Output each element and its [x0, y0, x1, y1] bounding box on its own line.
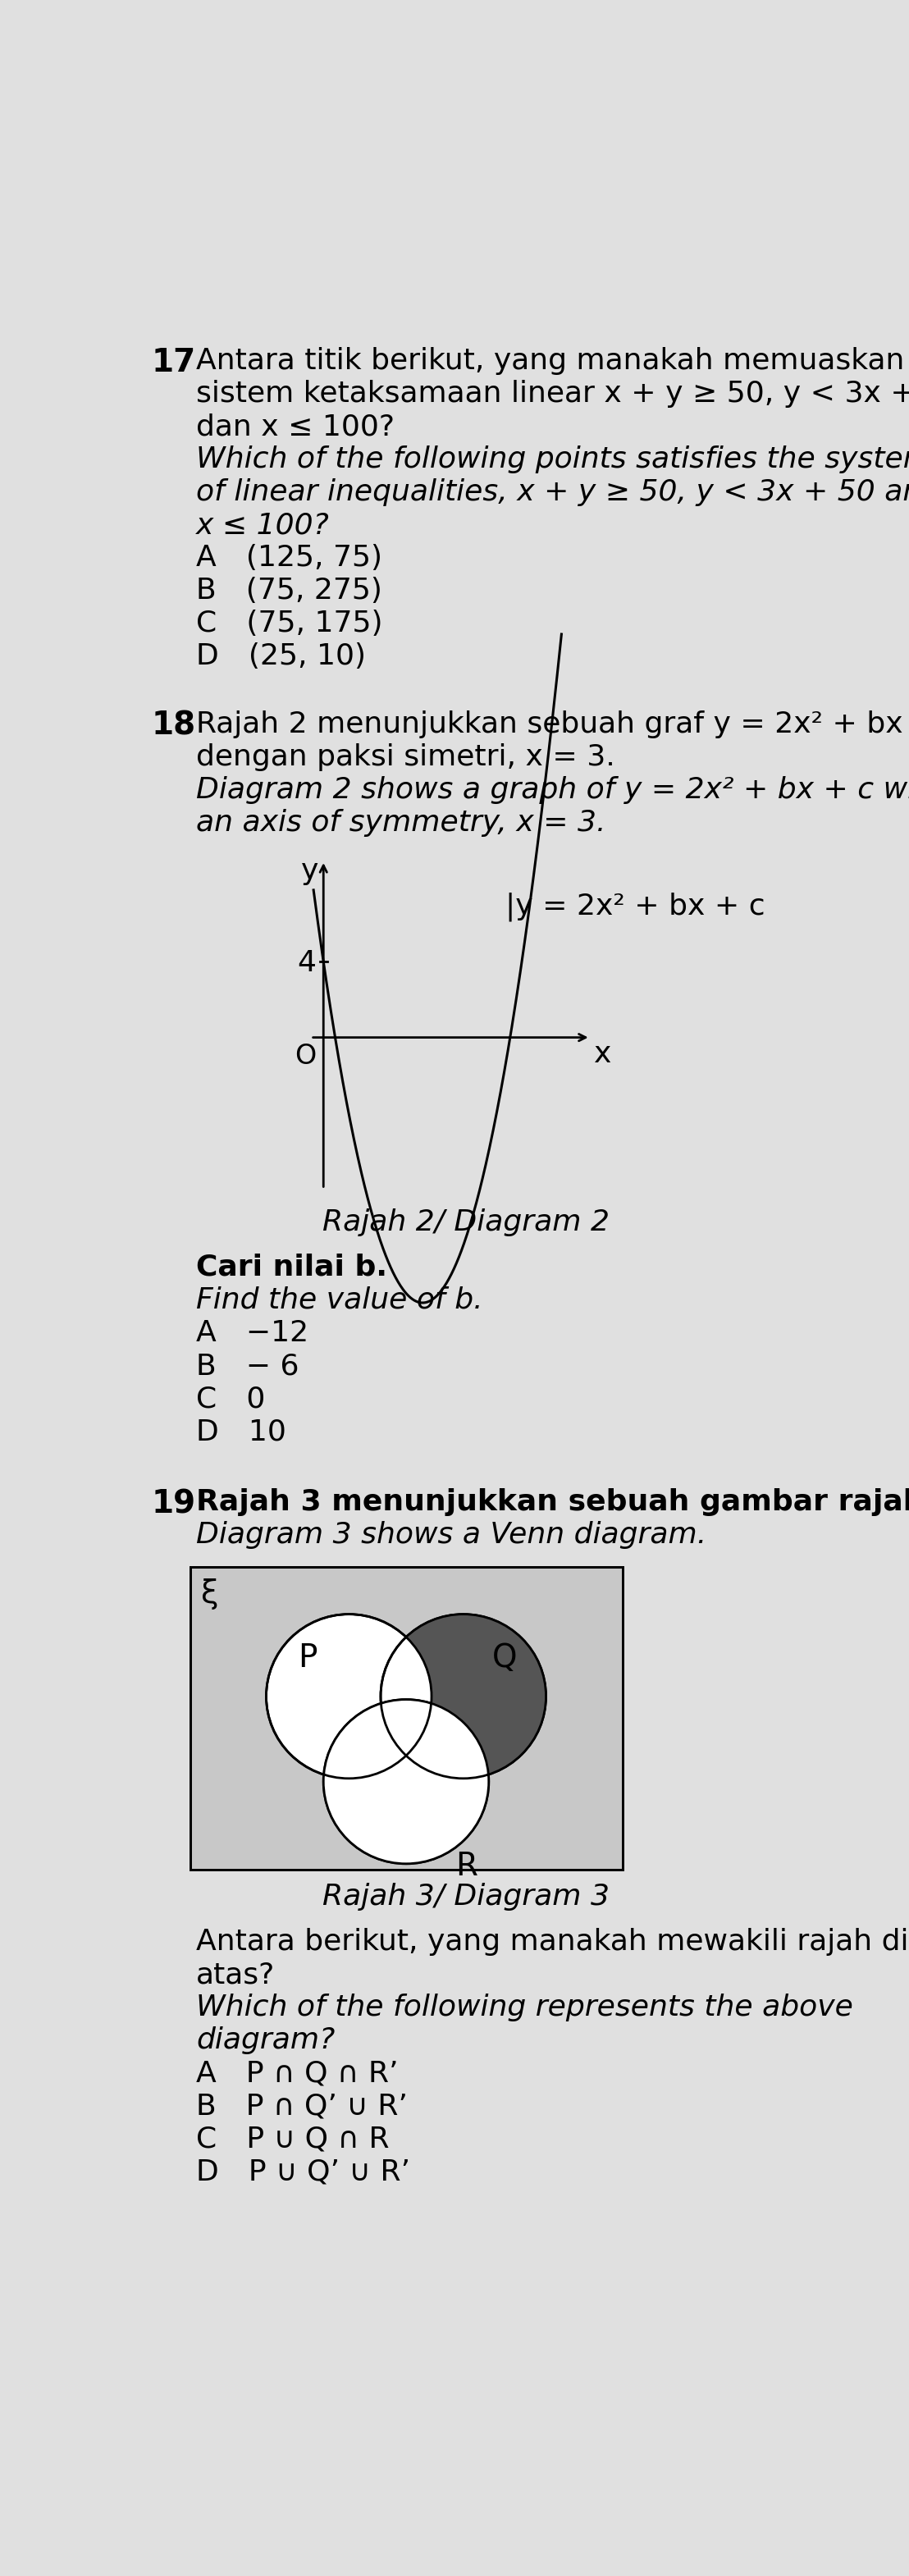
- Text: C P ∪ Q ∩ R: C P ∪ Q ∩ R: [196, 2125, 389, 2154]
- Text: D 10: D 10: [196, 1417, 286, 1445]
- Text: Which of the following represents the above: Which of the following represents the ab…: [196, 1994, 854, 2022]
- Text: Diagram 3 shows a Venn diagram.: Diagram 3 shows a Venn diagram.: [196, 1522, 707, 1548]
- Text: an axis of symmetry, x = 3.: an axis of symmetry, x = 3.: [196, 809, 606, 837]
- Text: 19: 19: [152, 1489, 196, 1520]
- Text: of linear inequalities, x + y ≥ 50, y < 3x + 50 and: of linear inequalities, x + y ≥ 50, y < …: [196, 479, 909, 507]
- Text: P: P: [298, 1643, 317, 1674]
- Text: x: x: [594, 1041, 611, 1069]
- Polygon shape: [406, 1615, 546, 1777]
- Text: dan x ≤ 100?: dan x ≤ 100?: [196, 412, 395, 440]
- Text: 4: 4: [297, 948, 315, 976]
- Text: ξ: ξ: [202, 1579, 219, 1610]
- Text: dengan paksi simetri, x = 3.: dengan paksi simetri, x = 3.: [196, 742, 615, 770]
- Text: C 0: C 0: [196, 1386, 265, 1412]
- Text: Which of the following points satisfies the system: Which of the following points satisfies …: [196, 446, 909, 474]
- Text: Cari nilai b.: Cari nilai b.: [196, 1255, 387, 1280]
- Text: 17: 17: [152, 348, 196, 379]
- Text: Find the value of b.: Find the value of b.: [196, 1285, 483, 1314]
- Text: B − 6: B − 6: [196, 1352, 299, 1381]
- Text: Rajah 3 menunjukkan sebuah gambar rajah Venn.: Rajah 3 menunjukkan sebuah gambar rajah …: [196, 1489, 909, 1517]
- Text: sistem ketaksamaan linear x + y ≥ 50, y < 3x + 50: sistem ketaksamaan linear x + y ≥ 50, y …: [196, 379, 909, 407]
- Text: A (125, 75): A (125, 75): [196, 544, 383, 572]
- Text: atas?: atas?: [196, 1960, 275, 1989]
- Circle shape: [266, 1615, 432, 1777]
- Text: R: R: [455, 1852, 477, 1883]
- Text: B (75, 275): B (75, 275): [196, 577, 383, 605]
- Text: 18: 18: [152, 711, 196, 742]
- Circle shape: [324, 1700, 489, 1862]
- Circle shape: [381, 1615, 546, 1777]
- FancyBboxPatch shape: [190, 1566, 623, 1870]
- Text: C (75, 175): C (75, 175): [196, 611, 383, 639]
- Text: Rajah 2/ Diagram 2: Rajah 2/ Diagram 2: [323, 1208, 609, 1236]
- Text: y: y: [301, 858, 318, 886]
- Text: Rajah 3/ Diagram 3: Rajah 3/ Diagram 3: [323, 1883, 609, 1911]
- Text: Antara berikut, yang manakah mewakili rajah di: Antara berikut, yang manakah mewakili ra…: [196, 1929, 909, 1955]
- Text: Diagram 2 shows a graph of y = 2x² + bx + c with: Diagram 2 shows a graph of y = 2x² + bx …: [196, 775, 909, 804]
- Text: D (25, 10): D (25, 10): [196, 641, 366, 670]
- Text: |y = 2x² + bx + c: |y = 2x² + bx + c: [505, 891, 765, 922]
- Circle shape: [324, 1700, 489, 1862]
- Text: O: O: [295, 1043, 315, 1069]
- Text: D P ∪ Q’ ∪ R’: D P ∪ Q’ ∪ R’: [196, 2159, 410, 2187]
- Text: x ≤ 100?: x ≤ 100?: [196, 510, 330, 538]
- Text: diagram?: diagram?: [196, 2027, 335, 2056]
- Text: A −12: A −12: [196, 1319, 309, 1347]
- Text: B P ∩ Q’ ∪ R’: B P ∩ Q’ ∪ R’: [196, 2092, 408, 2120]
- Text: Antara titik berikut, yang manakah memuaskan: Antara titik berikut, yang manakah memua…: [196, 348, 904, 376]
- Text: Q: Q: [492, 1643, 517, 1674]
- Text: A P ∩ Q ∩ R’: A P ∩ Q ∩ R’: [196, 2061, 398, 2087]
- Text: Rajah 2 menunjukkan sebuah graf y = 2x² + bx + c: Rajah 2 menunjukkan sebuah graf y = 2x² …: [196, 711, 909, 739]
